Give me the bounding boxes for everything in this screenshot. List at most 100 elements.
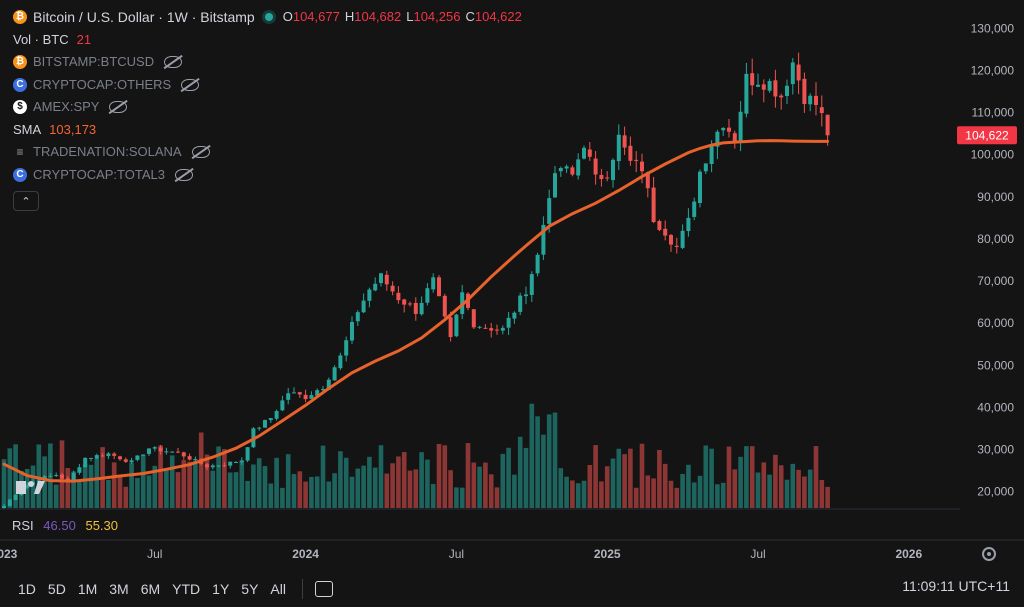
candle-body bbox=[367, 289, 372, 301]
candle-body bbox=[692, 201, 697, 217]
rsi-legend[interactable]: RSI 46.50 55.30 bbox=[12, 518, 118, 533]
volume-bar bbox=[645, 475, 651, 508]
legend-title-row[interactable]: ₿ Bitcoin / U.S. Dollar · 1W · Bitstamp … bbox=[13, 6, 522, 29]
volume-bar bbox=[198, 432, 204, 508]
timeframe-ytd[interactable]: YTD bbox=[172, 580, 201, 597]
timeframe-1y[interactable]: 1Y bbox=[212, 580, 230, 597]
candle-body bbox=[721, 127, 726, 131]
candle-body bbox=[738, 111, 743, 141]
candle-body bbox=[622, 135, 627, 148]
candle-body bbox=[390, 285, 395, 292]
cryptocap-icon: C bbox=[13, 77, 27, 92]
candle-body bbox=[680, 230, 685, 248]
sma-label: SMA bbox=[13, 121, 42, 137]
candle-body bbox=[535, 254, 540, 274]
candle-body bbox=[471, 309, 476, 328]
candle-body bbox=[425, 288, 430, 303]
symbol-label: CRYPTOCAP:OTHERS bbox=[33, 76, 172, 92]
volume-bar bbox=[483, 462, 488, 508]
volume-bar bbox=[581, 480, 587, 508]
volume-bar bbox=[53, 484, 59, 508]
legend-sma-row[interactable]: SMA 103,173 bbox=[13, 119, 522, 142]
timeframe-1m[interactable]: 1M bbox=[77, 580, 98, 597]
candle-body bbox=[819, 107, 824, 114]
eye-hidden-icon[interactable] bbox=[191, 146, 210, 159]
price-chart[interactable]: 130,000 120,000 110,000 100,000 90,000 80,000… bbox=[0, 0, 1024, 570]
volume-bar bbox=[802, 476, 807, 508]
volume-bar bbox=[570, 480, 575, 508]
eye-hidden-icon[interactable] bbox=[109, 101, 128, 114]
sma-line bbox=[2, 139, 830, 483]
price-tick-label: 20,000 bbox=[977, 485, 1014, 499]
candle-body bbox=[100, 455, 105, 457]
candle-body bbox=[454, 314, 459, 337]
menu-lines-icon: ≡ bbox=[16, 145, 24, 159]
timeframe-all[interactable]: All bbox=[270, 580, 286, 597]
symbol-label: TRADENATION:SOLANA bbox=[33, 144, 182, 159]
volume-bar bbox=[146, 475, 152, 508]
timeframe-1d[interactable]: 1D bbox=[18, 580, 36, 597]
candle-body bbox=[355, 312, 360, 322]
volume-bar bbox=[564, 476, 569, 508]
candle-body bbox=[814, 95, 818, 106]
volume-bar bbox=[7, 448, 13, 508]
timeframe-3m[interactable]: 3M bbox=[109, 580, 129, 597]
collapse-legend-button[interactable]: ⌃ bbox=[13, 191, 39, 211]
volume-bar bbox=[529, 403, 535, 508]
legend-symbol-row[interactable]: ₿ BITSTAMP:BTCUSD bbox=[13, 51, 522, 74]
volume-bar bbox=[773, 454, 778, 508]
candle-body bbox=[326, 379, 331, 390]
eye-hidden-icon[interactable] bbox=[164, 56, 183, 69]
volume-bar bbox=[164, 469, 169, 508]
volume-bar bbox=[135, 477, 140, 508]
candle-body bbox=[413, 302, 418, 314]
candle-body bbox=[118, 456, 122, 460]
calendar-goto-icon[interactable] bbox=[314, 580, 333, 597]
timeframe-5d[interactable]: 5D bbox=[47, 580, 66, 597]
volume-bar bbox=[227, 472, 233, 508]
chart-legend: ₿ Bitcoin / U.S. Dollar · 1W · Bitstamp … bbox=[13, 6, 522, 186]
rsi-ma-value: 55.30 bbox=[85, 518, 119, 533]
volume-bar bbox=[111, 462, 117, 508]
symbol-title: Bitcoin / U.S. Dollar · 1W · Bitstamp bbox=[33, 9, 255, 25]
legend-volume-row[interactable]: Vol · BTC 21 bbox=[13, 29, 522, 52]
candle-body bbox=[437, 277, 441, 297]
bottom-toolbar: 1D 5D 1M 3M 6M YTD 1Y 5Y All bbox=[0, 570, 1024, 607]
volume-bar bbox=[262, 466, 268, 508]
candle-body bbox=[657, 220, 662, 230]
eye-hidden-icon[interactable] bbox=[181, 78, 200, 91]
candle-body bbox=[135, 455, 140, 460]
timeframe-5y[interactable]: 5Y bbox=[241, 580, 259, 597]
clock[interactable]: 11:09:11 UTC+11 bbox=[902, 578, 1010, 594]
legend-symbol-row[interactable]: C CRYPTOCAP:OTHERS bbox=[13, 74, 522, 97]
candle-body bbox=[512, 312, 517, 319]
candle-body bbox=[263, 420, 267, 428]
legend-symbol-row[interactable]: C CRYPTOCAP:TOTAL3 bbox=[13, 164, 522, 187]
volume-bar bbox=[784, 479, 790, 508]
legend-symbol-row[interactable]: ≡ TRADENATION:SOLANA bbox=[13, 141, 522, 164]
volume-bar bbox=[13, 444, 18, 508]
volume-bar bbox=[454, 487, 459, 508]
eye-hidden-icon[interactable] bbox=[174, 168, 193, 181]
volume-bar bbox=[140, 455, 146, 508]
candle-body bbox=[297, 392, 302, 395]
volume-bar bbox=[436, 443, 442, 508]
settings-gear-icon[interactable] bbox=[982, 547, 996, 561]
chevron-up-icon: ⌃ bbox=[21, 195, 31, 208]
volume-bar bbox=[517, 436, 523, 508]
candle-body bbox=[245, 447, 250, 461]
volume-bar bbox=[755, 472, 761, 508]
volume-bar bbox=[256, 458, 262, 508]
volume-bar bbox=[425, 459, 430, 508]
ohlc-open-label: O bbox=[282, 9, 293, 24]
candle-body bbox=[645, 172, 650, 189]
legend-symbol-row[interactable]: $ AMEX:SPY bbox=[13, 96, 522, 119]
candle-body bbox=[205, 464, 209, 468]
candle-body bbox=[541, 224, 546, 255]
candle-body bbox=[170, 451, 175, 453]
volume-bar bbox=[744, 446, 749, 508]
candle-body bbox=[7, 499, 12, 507]
timeframe-6m[interactable]: 6M bbox=[140, 580, 161, 597]
volume-bar bbox=[604, 466, 610, 508]
volume-bar bbox=[541, 434, 546, 508]
